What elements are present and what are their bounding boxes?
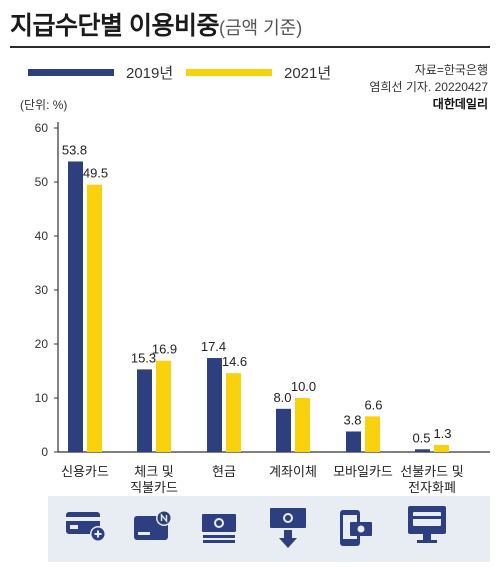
- data-label: 3.8: [343, 412, 361, 427]
- legend-item-2021: 2021년: [186, 62, 331, 83]
- data-label: 14.6: [222, 354, 247, 369]
- data-label: 15.3: [131, 350, 156, 365]
- data-label: 8.0: [273, 390, 291, 405]
- publisher-name: 대한데일리: [432, 97, 488, 111]
- data-label: 6.6: [364, 397, 382, 412]
- chart-title: 지급수단별 이용비중(금액 기준): [10, 6, 302, 42]
- title-divider: [10, 46, 490, 48]
- data-label: 10.0: [291, 379, 316, 394]
- bar-chart: 0 10 20 30 40 50 60 53.8 15.3 17.4 8.0 3.8 0.5 49.5 16…: [35, 121, 490, 495]
- data-label: 53.8: [62, 142, 87, 157]
- unit-label: (단위: %): [20, 98, 68, 112]
- category-label: 현금: [212, 464, 236, 479]
- category-label: 체크 및: [134, 464, 174, 479]
- y-tick-label: 0: [41, 445, 48, 459]
- bar-2021년-0: [87, 184, 102, 452]
- category-label: 계좌이체: [269, 464, 317, 479]
- mobile-payment-icon: [340, 510, 372, 546]
- y-tick-label: 40: [35, 229, 49, 243]
- bar-2019년-4: [346, 431, 361, 452]
- data-label: 1.3: [433, 426, 451, 441]
- bar-2019년-5: [415, 449, 430, 452]
- data-label: 0.5: [412, 430, 430, 445]
- y-tick-label: 50: [35, 175, 49, 189]
- author-line: 염희선 기자. 20220427: [369, 80, 488, 94]
- source-block: 자료=한국은행 염희선 기자. 20220427 대한데일리: [369, 62, 488, 113]
- bar-2019년-1: [137, 369, 152, 452]
- debit-card-icon: [134, 510, 172, 540]
- legend-item-2019: 2019년: [28, 62, 173, 83]
- bar-2021년-2: [226, 373, 241, 452]
- category-label: 신용카드: [61, 464, 109, 479]
- icon-strip-graphics: [66, 506, 446, 548]
- y-tick-label: 20: [35, 337, 49, 351]
- data-label: 16.9: [152, 342, 177, 357]
- bar-2021년-5: [434, 444, 449, 452]
- icon-strip: [48, 496, 490, 562]
- bar-2019년-2: [207, 358, 222, 452]
- chart-title-main: 지급수단별 이용비중: [10, 12, 219, 40]
- legend-swatch-2021: [186, 69, 272, 76]
- bar-2019년-3: [276, 408, 291, 452]
- category-label: 모바일카드: [333, 464, 393, 479]
- category-label: 선불카드 및: [400, 464, 463, 479]
- cash-icon: [202, 514, 236, 543]
- chart-title-note: (금액 기준): [218, 18, 303, 38]
- legend-swatch-2019: [28, 69, 114, 76]
- data-label: 49.5: [83, 166, 108, 181]
- credit-card-add-icon: [66, 512, 106, 542]
- legend-label-2019: 2019년: [126, 65, 174, 82]
- y-tick-label: 60: [35, 121, 49, 135]
- e-money-monitor-icon: [408, 506, 446, 543]
- category-label: 직불카드: [130, 480, 178, 495]
- y-tick-label: 30: [35, 283, 49, 297]
- transfer-icon: [270, 508, 306, 548]
- source-line: 자료=한국은행: [414, 63, 488, 77]
- category-label: 전자화폐: [408, 480, 456, 495]
- bar-2019년-0: [68, 161, 83, 453]
- bar-2021년-3: [295, 398, 310, 452]
- data-label: 17.4: [201, 339, 226, 354]
- bar-2021년-1: [156, 360, 171, 452]
- bar-2021년-4: [365, 416, 380, 452]
- y-tick-label: 10: [35, 391, 49, 405]
- legend-label-2021: 2021년: [284, 65, 332, 82]
